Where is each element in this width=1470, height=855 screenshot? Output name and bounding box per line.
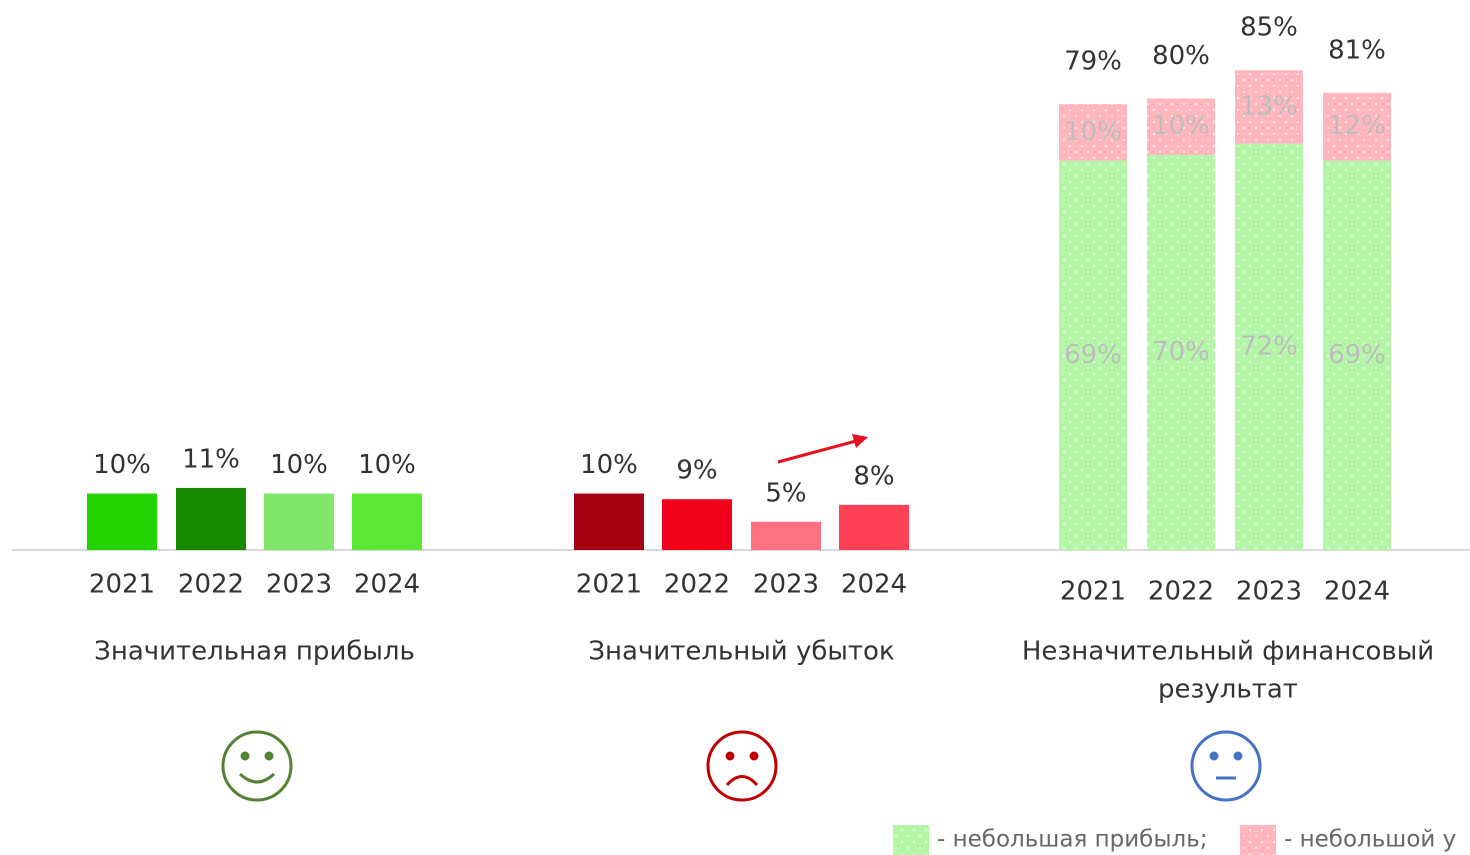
legend-swatch bbox=[893, 825, 929, 855]
segment-label: 13% bbox=[1240, 91, 1298, 121]
legend-swatch bbox=[1240, 825, 1276, 855]
value-label: 9% bbox=[676, 456, 717, 486]
x-tick-label: 2022 bbox=[1148, 577, 1214, 607]
value-label: 10% bbox=[270, 450, 328, 480]
stacked-bar-segment bbox=[1059, 160, 1127, 551]
value-label: 11% bbox=[182, 444, 240, 474]
trend-arrow bbox=[777, 434, 868, 464]
x-tick-label: 2022 bbox=[664, 570, 730, 600]
segment-label: 69% bbox=[1064, 340, 1122, 370]
segment-label: 10% bbox=[1064, 117, 1122, 147]
stacked-bar-segment bbox=[1235, 143, 1303, 550]
bar bbox=[176, 487, 246, 550]
legend-label: - небольшая прибыль; bbox=[937, 827, 1208, 853]
bar bbox=[662, 499, 732, 550]
stacked-bar-segment bbox=[1147, 98, 1215, 155]
segment-label: 70% bbox=[1152, 337, 1210, 367]
stacked-bar-segment bbox=[1235, 70, 1303, 144]
total-label: 79% bbox=[1064, 47, 1122, 77]
bar bbox=[264, 493, 334, 550]
segment-label: 69% bbox=[1328, 340, 1386, 370]
stacked-bar-segment bbox=[1147, 154, 1215, 550]
bar bbox=[87, 493, 157, 550]
segment-label: 72% bbox=[1240, 331, 1298, 361]
bar bbox=[352, 493, 422, 550]
x-tick-label: 2023 bbox=[1236, 577, 1302, 607]
stacked-bar-segment bbox=[1323, 160, 1391, 551]
value-label: 10% bbox=[358, 450, 416, 480]
x-tick-label: 2021 bbox=[1060, 577, 1126, 607]
stacked-bar-segment bbox=[1059, 104, 1127, 161]
bar bbox=[751, 521, 821, 550]
value-label: 8% bbox=[853, 461, 894, 491]
legend-label: - небольшой у bbox=[1284, 827, 1456, 853]
stacked-bar-segment bbox=[1323, 92, 1391, 161]
x-tick-label: 2021 bbox=[89, 570, 155, 600]
value-label: 5% bbox=[765, 478, 806, 508]
segment-label: 12% bbox=[1328, 111, 1386, 141]
bar bbox=[574, 493, 644, 550]
x-tick-label: 2024 bbox=[1324, 577, 1390, 607]
total-label: 81% bbox=[1328, 35, 1386, 65]
happy-face bbox=[221, 730, 293, 802]
x-tick-label: 2023 bbox=[266, 570, 332, 600]
sad-face bbox=[706, 730, 778, 802]
x-tick-label: 2022 bbox=[178, 570, 244, 600]
x-tick-label: 2023 bbox=[753, 570, 819, 600]
x-tick-label: 2024 bbox=[354, 570, 420, 600]
neutral-face bbox=[1190, 730, 1262, 802]
x-tick-label: 2021 bbox=[576, 570, 642, 600]
group-label: Значительный убыток bbox=[588, 637, 894, 667]
value-label: 10% bbox=[93, 450, 151, 480]
group-label: Значительная прибыль bbox=[94, 637, 415, 667]
bar bbox=[839, 504, 909, 550]
total-label: 85% bbox=[1240, 13, 1298, 43]
segment-label: 10% bbox=[1152, 111, 1210, 141]
value-label: 10% bbox=[580, 450, 638, 480]
x-tick-label: 2024 bbox=[841, 570, 907, 600]
group-label: результат bbox=[1158, 675, 1298, 705]
total-label: 80% bbox=[1152, 41, 1210, 71]
group-label: Незначительный финансовый bbox=[1022, 637, 1434, 667]
